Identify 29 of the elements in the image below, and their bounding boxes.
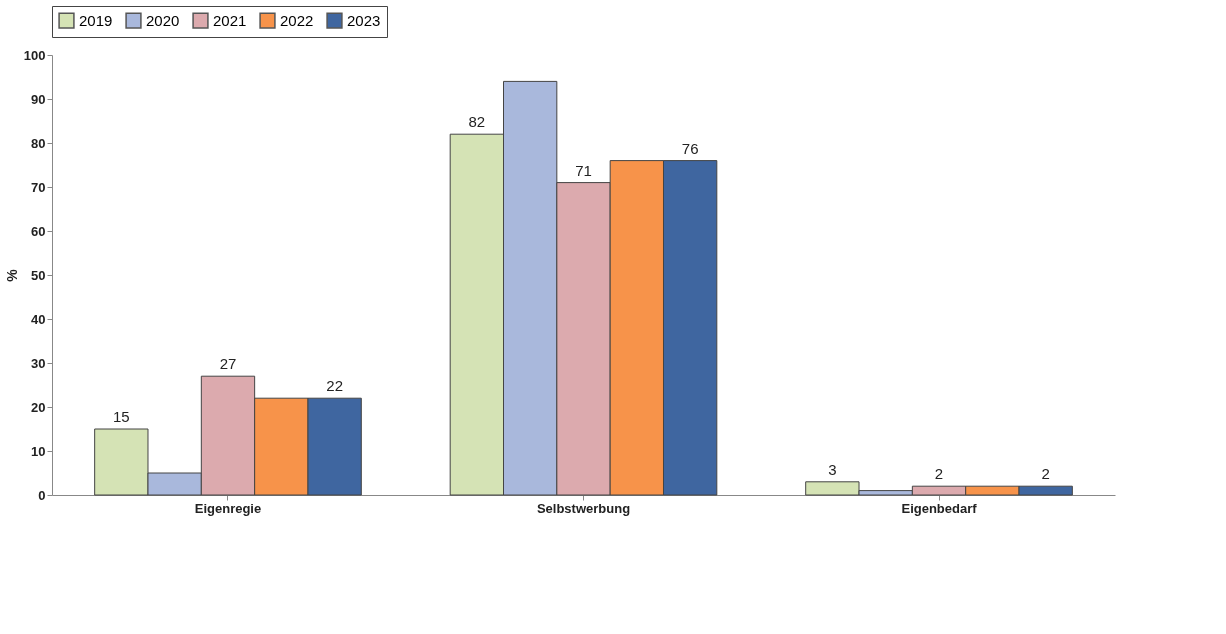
data-label: 22 — [326, 377, 343, 395]
data-label: 3 — [828, 460, 837, 478]
y-tick-label: 20 — [31, 399, 46, 415]
y-tick-label: 0 — [38, 487, 46, 503]
y-tick-label: 100 — [23, 47, 46, 63]
x-tick-label: Eigenbedarf — [901, 500, 978, 516]
x-tick-label: Selbstwerbung — [536, 500, 631, 516]
legend-label: 2023 — [347, 11, 381, 29]
data-label: 2 — [1041, 465, 1050, 483]
data-label: 27 — [219, 355, 237, 373]
y-tick-label: 70 — [31, 179, 46, 195]
y-axis-title: % — [3, 268, 20, 282]
legend-label: 2020 — [146, 11, 180, 29]
y-tick-label: 30 — [31, 355, 46, 371]
data-label: 2 — [934, 465, 944, 483]
data-label: 82 — [468, 113, 486, 131]
data-label: 76 — [681, 139, 699, 157]
y-tick-label: 10 — [31, 443, 46, 459]
y-tick-label: 90 — [31, 91, 46, 107]
legend-label: 2019 — [79, 11, 113, 29]
legend-label: 2021 — [213, 11, 247, 29]
x-tick-label: Eigenregie — [194, 500, 262, 516]
y-tick-label: 80 — [31, 135, 46, 151]
data-label: 71 — [575, 161, 592, 179]
y-tick-label: 40 — [31, 311, 46, 327]
data-label: 15 — [112, 408, 130, 425]
y-tick-label: 60 — [31, 223, 46, 239]
legend-label: 2022 — [280, 11, 314, 29]
y-tick-label: 50 — [31, 267, 46, 283]
